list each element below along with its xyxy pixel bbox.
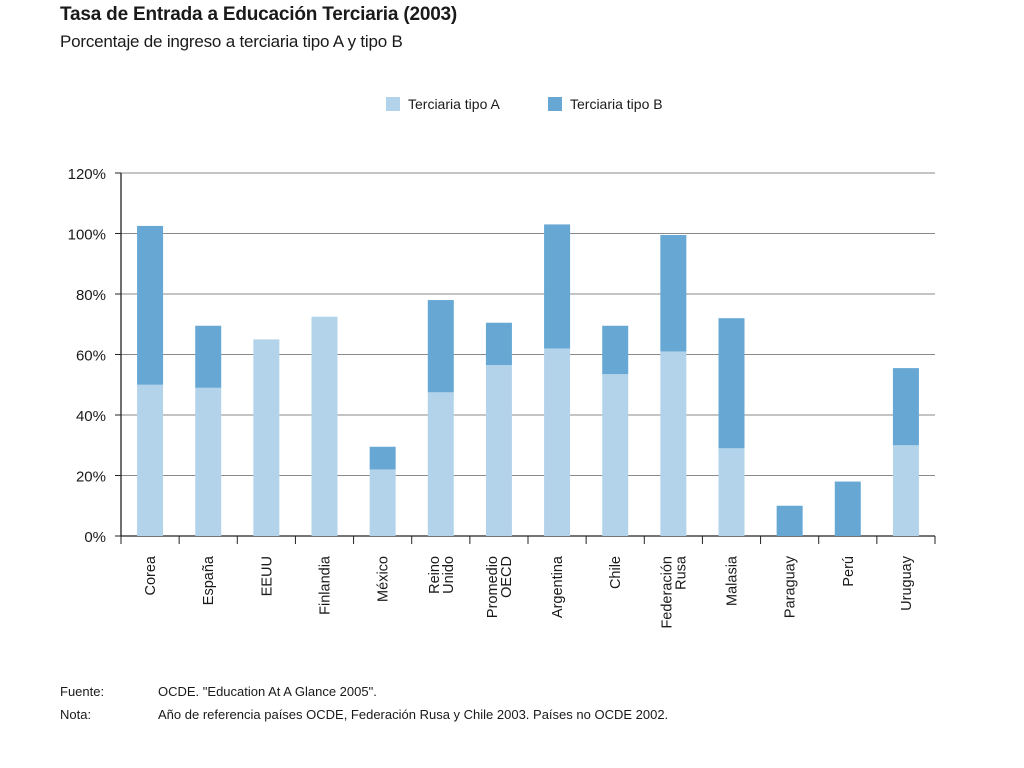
reference-label: Nota: xyxy=(60,707,92,722)
x-category-label: OECD xyxy=(499,556,515,598)
legend-item-tipo-b: Terciaria tipo B xyxy=(548,96,663,112)
legend-swatch-tipo-b xyxy=(548,97,562,111)
bar-tipo-b xyxy=(485,322,512,366)
chart-title: Tasa de Entrada a Educación Terciaria (2… xyxy=(60,4,458,25)
source-note: Fuente: OCDE. "Education At A Glance 200… xyxy=(60,680,668,703)
reference-text: Año de referencia países OCDE, Federació… xyxy=(158,707,669,722)
y-tick-label: 0% xyxy=(84,529,106,546)
source-label: Fuente: xyxy=(60,684,105,699)
x-category-label: Promedio xyxy=(485,556,501,618)
bar-tipo-a xyxy=(195,387,222,536)
x-category-label: Malasia xyxy=(725,555,741,606)
reference-note: Nota: Año de referencia países OCDE, Fed… xyxy=(60,703,668,726)
bar-tipo-b xyxy=(776,505,803,536)
chart-subtitle: Porcentaje de ingreso a terciaria tipo A… xyxy=(60,32,403,51)
x-category-label: Corea xyxy=(143,555,159,595)
x-category-label: España xyxy=(201,555,217,605)
bar-tipo-b xyxy=(660,235,687,352)
bar-tipo-b xyxy=(834,481,861,536)
x-category-label: Finlandia xyxy=(318,555,334,615)
x-category-label: Chile xyxy=(608,556,624,589)
x-category-label: Reino xyxy=(427,556,443,594)
legend-item-tipo-a: Terciaria tipo A xyxy=(386,96,500,112)
bar-tipo-a xyxy=(544,348,571,536)
bar-tipo-a xyxy=(660,351,687,536)
y-tick-label: 20% xyxy=(76,469,106,486)
bar-tipo-b xyxy=(427,300,454,393)
legend-swatch-tipo-a xyxy=(386,97,400,111)
bar-tipo-b xyxy=(195,325,222,388)
x-category-label: Uruguay xyxy=(899,555,915,611)
footnotes: Fuente: OCDE. "Education At A Glance 200… xyxy=(60,680,668,726)
legend-label-tipo-a: Terciaria tipo A xyxy=(408,96,500,112)
bar-tipo-a xyxy=(892,445,919,536)
bar-tipo-a xyxy=(602,374,629,536)
bar-tipo-a xyxy=(369,469,396,536)
bar-tipo-b xyxy=(892,368,919,446)
bar-tipo-b xyxy=(369,446,396,470)
stacked-bar-chart: 0% 20% 40% 60% 80% 100% 120% Corea España EEUU Fin… xyxy=(68,166,936,629)
bar-tipo-b xyxy=(544,224,571,349)
y-tick-label: 120% xyxy=(68,166,106,183)
x-category-label: Paraguay xyxy=(783,555,799,618)
bar-tipo-a xyxy=(427,392,454,536)
x-category-label: Unido xyxy=(441,556,457,594)
chart-legend: Terciaria tipo A Terciaria tipo B xyxy=(0,96,1024,116)
bar-tipo-b xyxy=(602,325,629,375)
legend-label-tipo-b: Terciaria tipo B xyxy=(570,96,663,112)
bar-tipo-a xyxy=(253,339,280,536)
x-category-label: Rusa xyxy=(673,555,689,590)
y-tick-label: 80% xyxy=(76,287,106,304)
x-category-label: México xyxy=(376,556,392,602)
source-text: OCDE. "Education At A Glance 2005". xyxy=(158,684,377,699)
y-tick-label: 60% xyxy=(76,348,106,365)
x-category-label: Argentina xyxy=(550,555,566,618)
y-tick-label: 40% xyxy=(76,408,106,425)
bar-tipo-a xyxy=(137,384,164,536)
bar-tipo-b xyxy=(718,318,745,449)
bar-tipo-a xyxy=(485,365,512,536)
x-category-label: EEUU xyxy=(259,556,275,596)
x-category-label: Perú xyxy=(841,556,857,587)
bar-tipo-a xyxy=(311,316,338,536)
bar-tipo-a xyxy=(718,448,745,536)
x-category-label: Federación xyxy=(659,556,675,629)
bar-tipo-b xyxy=(137,225,164,385)
y-tick-label: 100% xyxy=(68,227,106,244)
